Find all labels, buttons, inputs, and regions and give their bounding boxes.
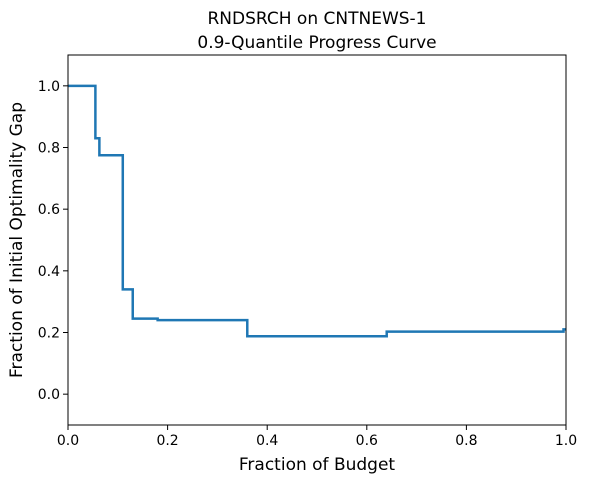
chart-title-line2: 0.9-Quantile Progress Curve xyxy=(197,33,436,53)
x-tick-label: 0.4 xyxy=(256,433,278,449)
x-tick-label: 0.2 xyxy=(156,433,178,449)
y-tick-label: 0.4 xyxy=(38,264,60,280)
y-tick-label: 0.0 xyxy=(38,387,60,403)
x-tick-label: 1.0 xyxy=(555,433,577,449)
y-tick-label: 0.8 xyxy=(38,141,60,157)
x-axis-ticks: 0.0 0.2 0.4 0.6 0.8 1.0 xyxy=(57,425,577,449)
y-axis-ticks: 0.0 0.2 0.4 0.6 0.8 1.0 xyxy=(38,79,68,403)
x-tick-label: 0.6 xyxy=(356,433,378,449)
x-tick-label: 0.0 xyxy=(57,433,79,449)
x-axis-label: Fraction of Budget xyxy=(239,455,396,475)
y-axis-label: Fraction of Initial Optimality Gap xyxy=(7,102,27,378)
plot-frame xyxy=(67,54,567,426)
x-tick-label: 0.8 xyxy=(455,433,477,449)
series-line xyxy=(68,84,566,338)
y-tick-label: 0.6 xyxy=(38,202,60,218)
chart-title-line1: RNDSRCH on CNTNEWS-1 xyxy=(208,9,427,29)
y-tick-label: 1.0 xyxy=(38,79,60,95)
y-tick-label: 0.2 xyxy=(38,326,60,342)
